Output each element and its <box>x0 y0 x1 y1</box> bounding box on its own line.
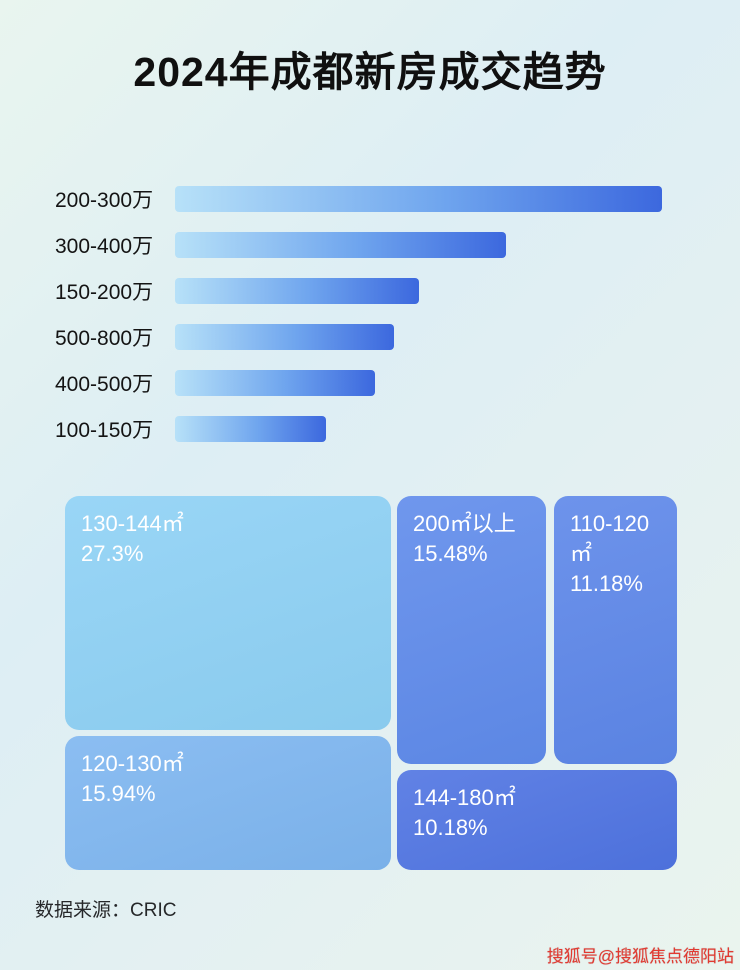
bar-row: 300-400万 <box>55 222 695 268</box>
treemap-box: 200㎡以上 15.48% <box>397 496 546 764</box>
bar-track <box>175 324 662 350</box>
bar-label: 300-400万 <box>55 235 154 258</box>
treemap-box-label: 144-180㎡ <box>413 785 516 810</box>
bar <box>175 370 375 396</box>
bar-row: 400-500万 <box>55 360 695 406</box>
bar <box>175 324 395 350</box>
bar-track <box>175 232 662 258</box>
bar-track <box>175 186 662 212</box>
unit-size-treemap: 130-144㎡ 27.3% 200㎡以上 15.48% 110-120㎡ 11.18% 1… <box>65 496 677 870</box>
treemap-box: 130-144㎡ 27.3% <box>65 496 391 730</box>
treemap-box-value: 15.94% <box>81 781 156 806</box>
bar-label: 500-800万 <box>55 327 154 350</box>
bar <box>175 232 507 258</box>
treemap-box-label: 200㎡以上 <box>413 511 516 536</box>
watermark-text: 搜狐号@搜狐焦点德阳站 <box>546 947 734 966</box>
bar <box>175 186 662 212</box>
bar-label: 150-200万 <box>55 281 154 304</box>
data-source-label: 数据来源：CRIC <box>35 900 177 921</box>
bar-row: 150-200万 <box>55 268 695 314</box>
page-title: 2024年成都新房成交趋势 <box>133 49 607 95</box>
treemap-box: 120-130㎡ 15.94% <box>65 736 391 870</box>
bar-label: 400-500万 <box>55 373 154 396</box>
bar-label: 100-150万 <box>55 419 154 442</box>
treemap-box-value: 11.18% <box>570 571 643 596</box>
treemap-box-value: 10.18% <box>413 815 488 840</box>
treemap-box: 144-180㎡ 10.18% <box>397 770 677 870</box>
bar <box>175 278 419 304</box>
treemap-box-value: 15.48% <box>413 541 488 566</box>
bar-row: 100-150万 <box>55 406 695 452</box>
treemap-box-label: 130-144㎡ <box>81 511 184 536</box>
bar-track <box>175 416 662 442</box>
bar-row: 200-300万 <box>55 176 695 222</box>
treemap-box-value: 27.3% <box>81 541 144 566</box>
bar-track <box>175 278 662 304</box>
treemap-box-label: 120-130㎡ <box>81 751 184 776</box>
bar <box>175 416 326 442</box>
price-range-bar-chart: 200-300万 300-400万 150-200万 500-800万 400-500万… <box>55 176 695 452</box>
bar-row: 500-800万 <box>55 314 695 360</box>
bar-track <box>175 370 662 396</box>
treemap-box-label: 110-120㎡ <box>570 511 650 566</box>
bar-label: 200-300万 <box>55 189 154 212</box>
treemap-box: 110-120㎡ 11.18% <box>554 496 677 764</box>
